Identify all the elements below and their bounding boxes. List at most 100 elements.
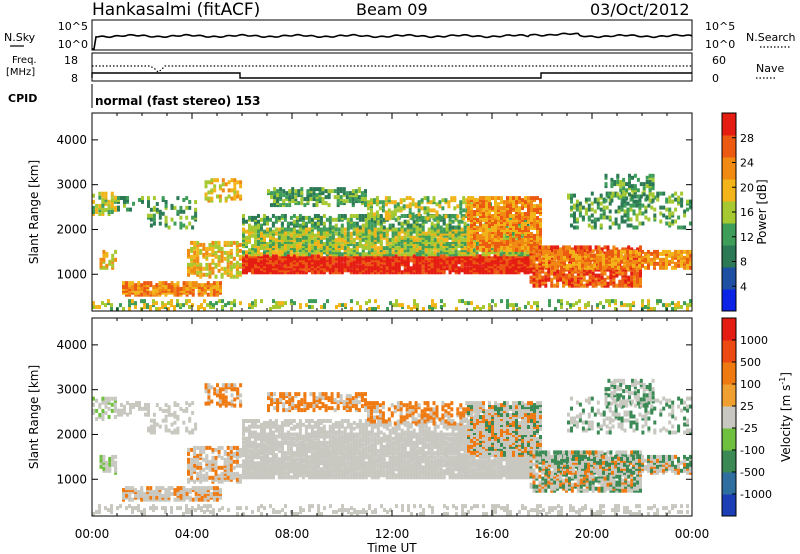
- power-cell: [211, 270, 215, 275]
- power-cell: [356, 301, 359, 306]
- power-cell: [636, 267, 640, 272]
- power-cell: [689, 249, 692, 254]
- power-cell: [570, 205, 573, 210]
- power-cell: [101, 191, 105, 196]
- power-cell: [408, 196, 412, 201]
- power-cell: [179, 286, 183, 291]
- power-cell: [600, 275, 604, 280]
- power-cell: [211, 240, 215, 245]
- power-cell: [378, 206, 382, 211]
- power-cell: [436, 248, 440, 253]
- power-cell: [340, 237, 344, 242]
- power-cell: [263, 231, 266, 236]
- power-cell: [632, 199, 636, 204]
- power-cell: [454, 242, 458, 246]
- power-cell: [635, 259, 638, 264]
- power-cell: [301, 229, 305, 234]
- power-cell: [610, 198, 614, 203]
- power-cell: [199, 242, 203, 247]
- power-cell: [656, 253, 659, 258]
- power-cell: [333, 189, 337, 194]
- power-cell: [385, 246, 389, 251]
- power-cell: [677, 225, 681, 230]
- power-cell: [400, 248, 404, 253]
- power-cell: [367, 244, 371, 249]
- power-cell: [596, 303, 599, 308]
- power-cell: [532, 255, 536, 260]
- power-cell: [358, 264, 362, 269]
- power-cell: [680, 253, 683, 258]
- power-cell: [322, 231, 326, 236]
- power-cell: [620, 201, 624, 206]
- power-cell: [110, 201, 114, 206]
- power-cell: [370, 227, 374, 232]
- power-cell: [266, 233, 269, 238]
- power-cell: [587, 223, 591, 228]
- power-cell: [511, 250, 515, 255]
- power-cell: [301, 221, 305, 226]
- power-cell: [361, 214, 365, 218]
- power-cell: [238, 262, 242, 267]
- power-cell: [283, 214, 287, 218]
- power-cell: [289, 248, 293, 253]
- power-cell: [662, 261, 665, 266]
- power-cell: [292, 229, 296, 234]
- power-cell: [680, 225, 684, 230]
- power-cell: [606, 275, 610, 280]
- power-cell: [394, 254, 398, 259]
- power-cell: [454, 252, 458, 257]
- power-cell: [280, 214, 284, 218]
- power-cell: [674, 249, 677, 254]
- power-cell: [651, 186, 655, 191]
- station-title: Hankasalmi (fitACF): [92, 0, 260, 20]
- power-cell: [630, 275, 634, 280]
- power-cell: [484, 250, 488, 255]
- power-cell: [284, 301, 287, 306]
- power-cell: [282, 199, 286, 204]
- power-cell: [508, 250, 512, 255]
- power-cell: [578, 307, 581, 311]
- power-cell: [604, 173, 608, 178]
- power-cell: [310, 239, 314, 244]
- power-cell: [257, 246, 260, 251]
- power-cell: [196, 250, 200, 255]
- power-cell: [409, 242, 413, 246]
- power-cell: [233, 182, 237, 187]
- power-cell: [129, 207, 132, 212]
- power-cell: [444, 214, 448, 219]
- power-cell: [509, 206, 512, 211]
- power-cell: [98, 208, 102, 212]
- power-cell: [490, 256, 494, 261]
- power-cell: [223, 256, 227, 261]
- power-cell: [301, 242, 305, 246]
- power-cell: [316, 229, 320, 234]
- power-cell: [307, 219, 311, 224]
- power-cell: [280, 237, 284, 242]
- power-cell: [605, 215, 609, 220]
- power-cell: [367, 200, 370, 205]
- power-cell: [204, 180, 208, 185]
- power-cell: [451, 256, 455, 261]
- power-cell: [303, 197, 307, 202]
- power-cell: [436, 229, 440, 234]
- power-cell: [152, 213, 156, 218]
- power-cell: [591, 275, 595, 280]
- power-cell: [406, 252, 410, 257]
- power-cell: [202, 266, 206, 271]
- power-cell: [308, 305, 311, 309]
- power-cell: [340, 262, 344, 267]
- power-cell: [521, 237, 524, 242]
- power-cell: [260, 299, 263, 304]
- power-cell: [373, 229, 377, 234]
- power-cell: [92, 199, 95, 204]
- power-cell: [628, 173, 631, 178]
- power-cell: [436, 244, 440, 249]
- power-cell: [573, 211, 576, 216]
- power-cell: [518, 206, 521, 211]
- power-cell: [277, 215, 281, 220]
- power-cell: [659, 211, 663, 216]
- power-cell: [167, 307, 170, 311]
- power-cell: [622, 198, 626, 203]
- power-cell: [506, 239, 509, 244]
- power-cell: [530, 212, 533, 216]
